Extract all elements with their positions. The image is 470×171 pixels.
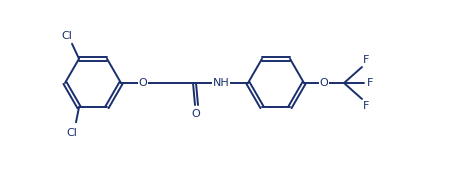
Text: F: F [363,101,369,111]
Text: NH: NH [212,78,229,88]
Text: F: F [363,55,369,65]
Text: O: O [192,109,200,119]
Text: O: O [139,78,148,88]
Text: O: O [320,78,329,88]
Text: F: F [367,78,373,88]
Text: Cl: Cl [62,31,72,41]
Text: Cl: Cl [67,128,78,138]
